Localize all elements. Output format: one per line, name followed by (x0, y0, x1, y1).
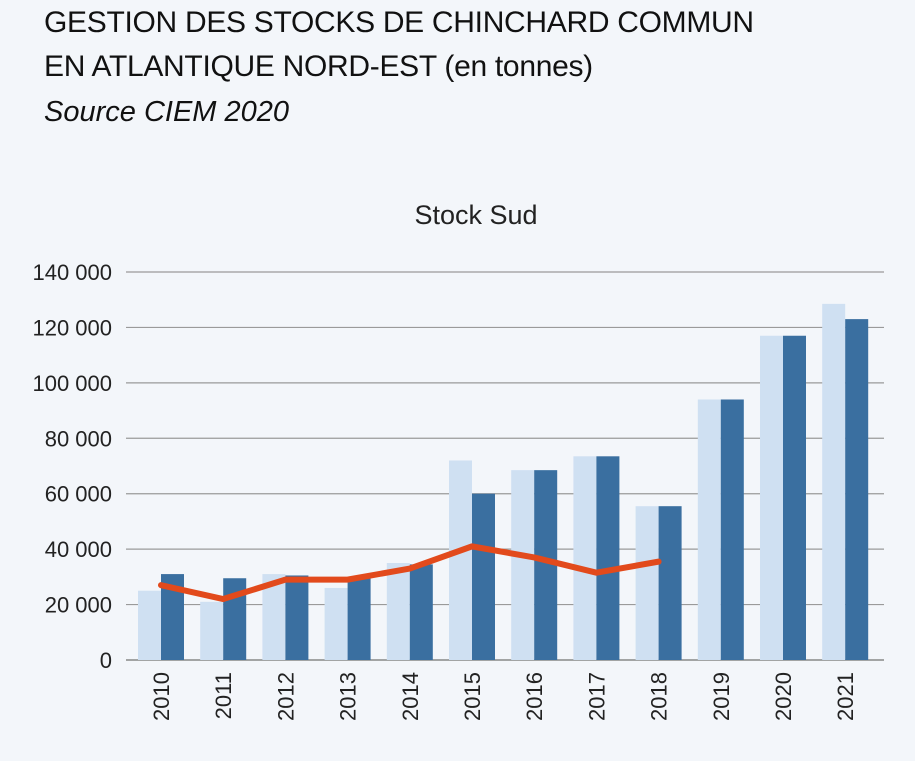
bar (138, 590, 161, 660)
x-tick-label: 2021 (833, 672, 858, 721)
bar (409, 564, 433, 660)
x-tick-label: 2012 (273, 672, 298, 721)
bar (262, 574, 286, 660)
bar (573, 456, 597, 660)
trend-line (158, 543, 662, 603)
y-axis: 0 20 000 40 000 60 000 80 000 100 000 120 000 1… (32, 260, 112, 673)
bar (635, 506, 659, 660)
bar (845, 319, 869, 660)
y-tick-label: 0 (100, 648, 112, 673)
bar (596, 456, 620, 660)
y-tick-label: 120 000 (32, 315, 112, 340)
x-axis: 2010 2011 2012 2013 2014 2015 2016 2017 2018 2019… (149, 672, 858, 721)
x-tick-label: 2013 (336, 672, 361, 721)
x-tick-label: 2011 (211, 672, 236, 719)
bar (760, 335, 783, 660)
bar (347, 578, 371, 660)
x-tick-label: 2016 (522, 672, 547, 721)
bar (161, 574, 184, 660)
gridlines (126, 271, 884, 661)
y-tick-label: 100 000 (32, 371, 112, 396)
y-tick-label: 140 000 (32, 260, 112, 285)
y-tick-label: 60 000 (45, 482, 112, 507)
bar (658, 506, 682, 660)
chart-title-unit: (en tonnes) (444, 50, 593, 83)
x-tick-label: 2015 (460, 672, 485, 721)
bar (822, 303, 846, 660)
chart-title-line-1: GESTION DES STOCKS DE CHINCHARD COMMUN (44, 6, 754, 39)
y-tick-label: 80 000 (45, 426, 112, 451)
y-tick-label: 40 000 (45, 537, 112, 562)
x-tick-label: 2018 (647, 672, 672, 721)
bar (285, 575, 309, 660)
bar (511, 470, 535, 660)
chart-subtitle: Stock Sud (414, 200, 537, 230)
chart-title-line-2: EN ATLANTIQUE NORD-EST (en tonnes) (44, 50, 593, 84)
bar (386, 563, 410, 660)
bar (783, 335, 806, 660)
bar (720, 399, 744, 660)
bar (534, 470, 558, 660)
bar (697, 399, 721, 660)
bars (138, 303, 869, 660)
trend-line-path (158, 543, 662, 603)
x-tick-label: 2014 (398, 672, 423, 721)
bar (472, 493, 495, 660)
x-tick-label: 2010 (149, 672, 174, 721)
chart-title-main: EN ATLANTIQUE NORD-EST (44, 50, 437, 83)
bar (449, 460, 472, 660)
bar (200, 601, 224, 660)
x-tick-label: 2017 (584, 672, 609, 721)
source-note: Source CIEM 2020 (44, 96, 290, 128)
x-tick-label: 2019 (709, 672, 734, 721)
bar (324, 587, 348, 660)
y-tick-label: 20 000 (45, 593, 112, 618)
x-tick-label: 2020 (771, 672, 796, 721)
